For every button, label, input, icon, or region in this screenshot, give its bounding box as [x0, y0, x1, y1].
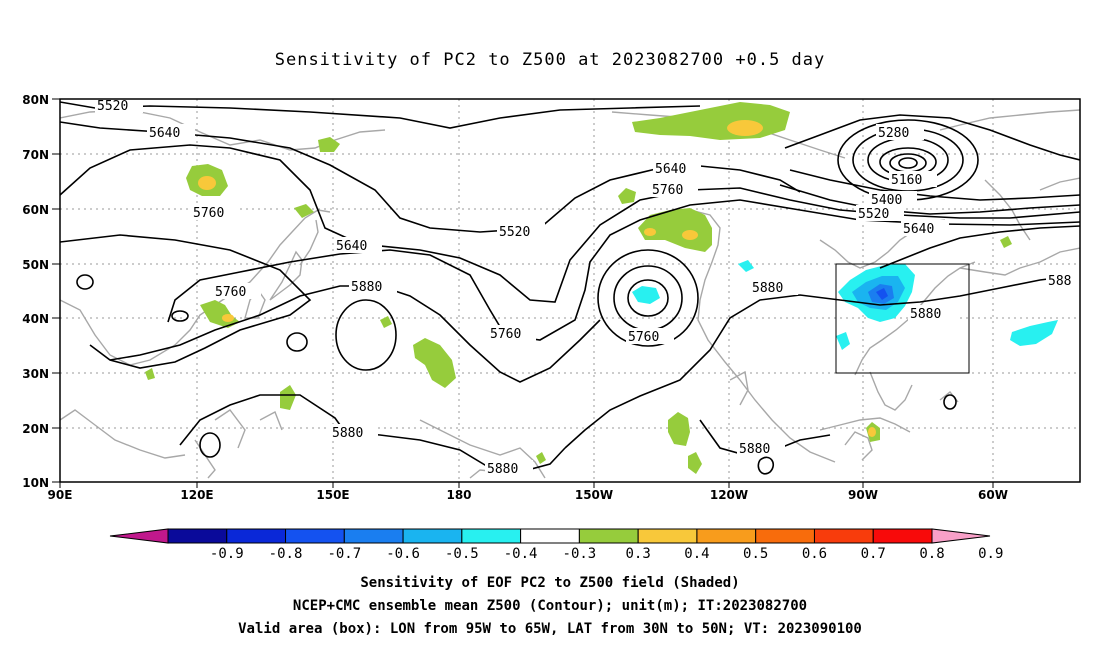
- contour-label: 5760: [628, 330, 659, 345]
- colorbar-label: 0.8: [919, 546, 944, 562]
- contour-label: 5880: [332, 426, 363, 441]
- colorbar-labels: -0.9 -0.8 -0.7 -0.6 -0.5 -0.4 -0.3 0.3 0.4 0.5 0.6…: [210, 546, 1004, 562]
- contour-labels: 5520 5640 5760 5640 5760 5880 5520 5640 …: [95, 99, 1080, 477]
- colorbar-label: 0.6: [802, 546, 827, 562]
- contour-label: 5520: [499, 225, 530, 240]
- lat-label: 40N: [22, 312, 49, 326]
- colorbar-label: -0.7: [327, 546, 361, 562]
- colorbar-label: -0.6: [386, 546, 420, 562]
- lat-label: 70N: [22, 148, 49, 162]
- longitude-labels: 90E 120E 150E 180 150W 120W 90W 60W: [48, 488, 1008, 502]
- contour-label: 5760: [215, 285, 246, 300]
- contour-label: 5640: [655, 162, 686, 177]
- map-frame: [59, 98, 1081, 483]
- colorbar-segment: [520, 528, 580, 544]
- lon-label: 120E: [180, 488, 213, 502]
- caption-valid-area: Valid area (box): LON from 95W to 65W, L…: [238, 621, 862, 637]
- colorbar-segment: [637, 528, 698, 544]
- colorbar-label: 0.7: [861, 546, 886, 562]
- colorbar: [109, 528, 991, 544]
- valid-area-box: [835, 263, 970, 374]
- caption-shading: Sensitivity of EOF PC2 to Z500 field (Sh…: [360, 575, 740, 591]
- contour-label: 5400: [871, 193, 902, 208]
- lon-label: 120W: [710, 488, 748, 502]
- contour-label: 5520: [858, 207, 889, 222]
- colorbar-segment: [872, 528, 933, 544]
- colorbar-label: 0.3: [626, 546, 651, 562]
- contour-label: 5520: [97, 99, 128, 114]
- contour-label: 5880: [739, 442, 770, 457]
- colorbar-segment: [402, 528, 463, 544]
- colorbar-segment: [285, 528, 345, 544]
- colorbar-segment: [167, 528, 228, 544]
- lon-label: 180: [446, 488, 471, 502]
- lat-label: 10N: [22, 476, 49, 490]
- colorbar-segment: [578, 528, 639, 544]
- contour-label: 5760: [652, 183, 683, 198]
- colorbar-segment: [813, 528, 874, 544]
- contour-label: 5160: [891, 173, 922, 188]
- lon-label: 60W: [978, 488, 1008, 502]
- contour-label: 5880: [351, 280, 382, 295]
- colorbar-label: 0.4: [684, 546, 709, 562]
- latitude-labels: 80N 70N 60N 50N 40N 30N 20N 10N: [22, 93, 49, 490]
- contour-label: 5760: [193, 206, 224, 221]
- map-title: Sensitivity of PC2 to Z500 at 2023082700…: [274, 50, 826, 70]
- colorbar-label: -0.4: [504, 546, 538, 562]
- contour-label: 5880: [487, 462, 518, 477]
- lat-label: 50N: [22, 258, 49, 272]
- contour-label: 5880: [910, 307, 941, 322]
- map-plot-area: 5520 5640 5760 5640 5760 5880 5520 5640 …: [60, 99, 1080, 482]
- lon-label: 150W: [575, 488, 613, 502]
- contour-label: 5880: [752, 281, 783, 296]
- lat-label: 60N: [22, 203, 49, 217]
- colorbar-label: -0.5: [445, 546, 479, 562]
- contour-label: 5640: [149, 126, 180, 141]
- contour-label: 5640: [903, 222, 934, 237]
- colorbar-label: 0.9: [978, 546, 1003, 562]
- colorbar-label: -0.8: [269, 546, 303, 562]
- colorbar-label: 0.5: [743, 546, 768, 562]
- lon-label: 90E: [48, 488, 73, 502]
- lat-label: 80N: [22, 93, 49, 107]
- colorbar-segment: [226, 528, 287, 544]
- colorbar-segment: [755, 528, 815, 544]
- colorbar-label: -0.3: [563, 546, 597, 562]
- contour-label: 5280: [878, 126, 909, 141]
- caption-contour: NCEP+CMC ensemble mean Z500 (Contour); u…: [292, 598, 808, 614]
- lon-label: 150E: [316, 488, 349, 502]
- colorbar-label: -0.9: [210, 546, 244, 562]
- colorbar-segment: [696, 528, 757, 544]
- contour-label: 5760: [490, 327, 521, 342]
- contour-label: 588: [1048, 274, 1071, 289]
- lon-label: 90W: [848, 488, 878, 502]
- contour-label: 5640: [336, 239, 367, 254]
- colorbar-segment: [461, 528, 522, 544]
- lat-label: 30N: [22, 367, 49, 381]
- colorbar-extend-low: [109, 528, 169, 544]
- colorbar-extend-high: [931, 528, 991, 544]
- lat-label: 20N: [22, 422, 49, 436]
- colorbar-segment: [343, 528, 404, 544]
- sensitivity-shading: [145, 102, 1058, 474]
- axis-ticks: [52, 98, 994, 488]
